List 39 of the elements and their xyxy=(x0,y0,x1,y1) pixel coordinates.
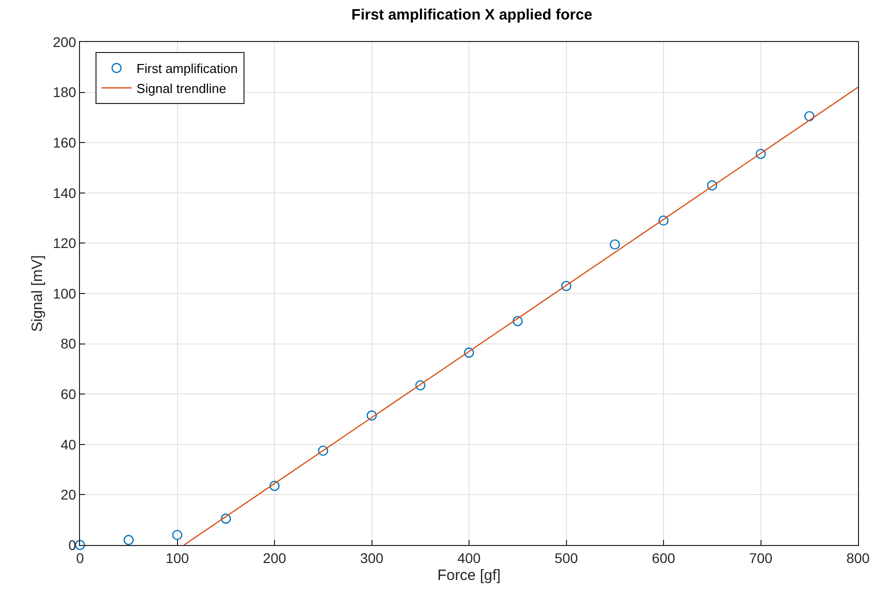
y-tick-label: 100 xyxy=(52,285,76,302)
x-tick-label: 800 xyxy=(846,550,870,566)
y-axis-title: Signal [mV] xyxy=(29,255,46,332)
y-tick-label: 180 xyxy=(52,84,76,100)
point xyxy=(610,239,620,250)
y-tick-label: 140 xyxy=(52,184,76,201)
x-tick-label: 500 xyxy=(554,550,578,566)
point xyxy=(220,513,231,524)
point xyxy=(172,530,182,540)
y-tick-label: 80 xyxy=(60,336,76,352)
legend-label: First amplification xyxy=(136,61,238,76)
point xyxy=(124,534,134,546)
point xyxy=(707,180,718,190)
x-axis-title: Force [gf] xyxy=(437,566,501,584)
x-tick-label: 100 xyxy=(166,550,190,566)
x-tick-label: 200 xyxy=(262,550,286,566)
point xyxy=(318,446,328,456)
y-tick-label: 20 xyxy=(60,486,76,503)
point xyxy=(366,410,377,421)
legend-label: Signal trendline xyxy=(136,80,226,96)
x-tick-label: 600 xyxy=(652,550,676,566)
point xyxy=(415,380,426,390)
x-tick-label: 300 xyxy=(360,550,384,566)
y-tick-label: 120 xyxy=(52,235,76,252)
y-tick-label: 60 xyxy=(60,386,76,402)
point xyxy=(464,348,474,358)
y-tick-label: 160 xyxy=(52,134,76,150)
y-tick-label: 0 xyxy=(68,536,76,553)
x-tick-label: 400 xyxy=(457,550,481,566)
point xyxy=(561,280,572,292)
chart-title: First amplification X applied force xyxy=(351,6,592,24)
point xyxy=(804,111,814,122)
y-tick-label: 200 xyxy=(52,34,76,50)
y-tick-label: 40 xyxy=(60,436,76,452)
x-tick-label: 700 xyxy=(749,550,773,566)
point xyxy=(658,215,669,226)
point xyxy=(512,316,523,326)
point xyxy=(269,480,280,491)
point xyxy=(756,148,766,160)
